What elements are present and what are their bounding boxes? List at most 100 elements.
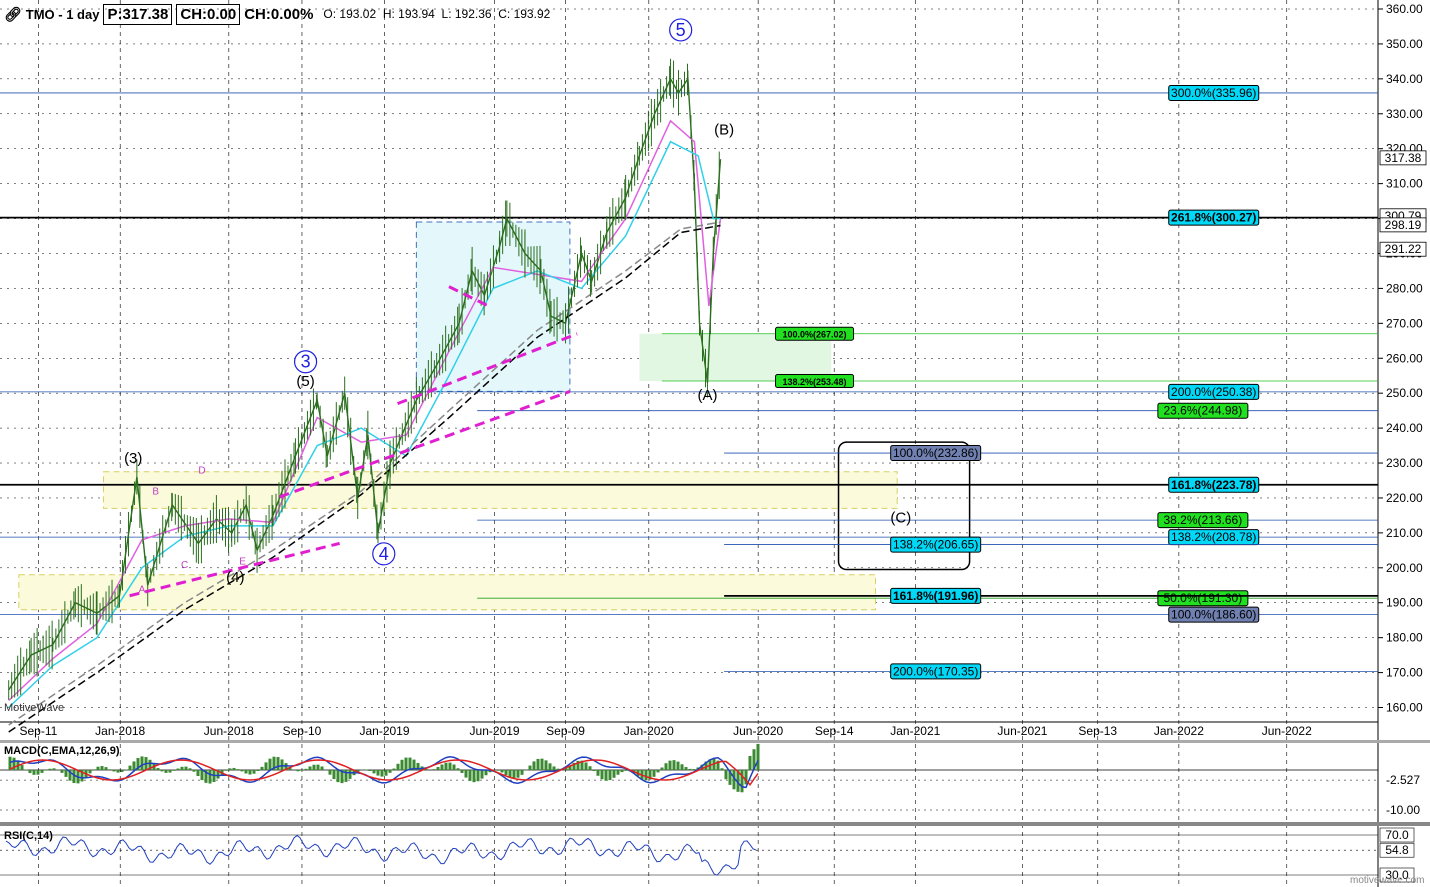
fib-level-label: 38.2%(213.66): [1164, 513, 1243, 527]
x-tick-label: Jun-2020: [733, 724, 783, 738]
symbol-title: TMO - 1 day: [25, 6, 100, 22]
fib-level-label: 138.2%(208.78): [1171, 530, 1256, 544]
fib-level-tag: [890, 663, 982, 680]
y-tick-label: 240.00: [1386, 421, 1423, 435]
wave-label: 5: [676, 20, 686, 40]
y-tick-label: 200.00: [1386, 561, 1423, 575]
fib-level-label: 100.0%(186.60): [1171, 608, 1256, 622]
subwave-label: D: [198, 466, 205, 477]
chart-header: 🔗︎ TMO - 1 day P:317.38 CH:0.00 CH:0.00%…: [4, 2, 550, 26]
y-tick-label: 350.00: [1386, 37, 1423, 51]
panel-divider: [0, 740, 1430, 743]
x-tick-label: Jan-2021: [890, 724, 940, 738]
fib-level-label: 50.0%(191.30): [1164, 591, 1243, 605]
rsi-tick-box: [1379, 827, 1415, 843]
close-value: C: 193.92: [498, 7, 551, 21]
fib-level-label: 100.0%(267.02): [783, 330, 847, 340]
trendline: [278, 390, 571, 499]
fib-level-label: 200.0%(170.35): [893, 664, 978, 678]
macd-signal-line: [9, 759, 759, 787]
fib-level-tag: [775, 326, 855, 341]
subwave-label: C: [181, 560, 188, 571]
fib-level-tag: [1157, 402, 1249, 419]
fib-level-tag: [890, 536, 982, 553]
high-value: H: 193.94: [382, 7, 435, 21]
y-tick-label: 210.00: [1386, 526, 1423, 540]
wave-circle: [669, 18, 693, 42]
fib-level-tag: [1168, 383, 1260, 400]
fib-level-label: 100.0%(232.86): [893, 446, 978, 460]
wave-label: (3): [124, 450, 142, 467]
fib-zone: [639, 333, 832, 382]
x-tick-label: Jun-2018: [204, 724, 254, 738]
fib-level-tag: [1168, 209, 1260, 226]
y-tick-label: 160.00: [1386, 701, 1423, 715]
fib-level-label: 161.8%(223.78): [1171, 478, 1256, 492]
fib-level-label: 138.2%(253.48): [783, 377, 847, 387]
ohlc-readout: O: 193.02 H: 193.94 L: 192.36 C: 193.92: [323, 7, 550, 21]
rsi-title: RSI(C,14): [4, 830, 53, 842]
y-tick-label: 270.00: [1386, 316, 1423, 330]
fib-level-label: 138.2%(206.65): [893, 538, 978, 552]
x-tick-label: Jun-2019: [470, 724, 520, 738]
macd-tick-label: -2.527: [1386, 773, 1420, 787]
fib-level-label: 200.0%(250.38): [1171, 385, 1256, 399]
macd-line: [9, 756, 759, 789]
fib-level-label: 300.0%(335.96): [1171, 86, 1256, 100]
macd-tick-label: -10.00: [1386, 803, 1420, 817]
rsi-tick-label: 70.0: [1385, 828, 1409, 842]
x-tick-label: Sep-09: [546, 724, 585, 738]
x-tick-label: Sep-14: [815, 724, 854, 738]
footer-watermark: motivewave.com: [1350, 875, 1425, 886]
subwave-label: B: [152, 486, 159, 497]
x-tick-label: Jun-2022: [1262, 724, 1312, 738]
y-tick-label: 170.00: [1386, 666, 1423, 680]
rsi-tick-label: 30.0: [1385, 868, 1409, 882]
price-marker-label: 298.19: [1385, 218, 1422, 232]
wave-label: (C): [890, 509, 911, 526]
x-tick-label: Sep-10: [283, 724, 322, 738]
x-tick-label: Sep-11: [19, 724, 57, 738]
price-marker-label: 291.22: [1385, 242, 1422, 256]
trendline: [129, 541, 340, 598]
link-icon[interactable]: 🔗︎: [4, 5, 22, 22]
fib-level-tag: [1157, 512, 1249, 529]
trendline: [448, 285, 493, 309]
y-tick-label: 250.00: [1386, 386, 1423, 400]
fib-level-tag: [1157, 590, 1249, 607]
price-marker: [1379, 217, 1427, 233]
rsi-line: [5, 834, 757, 876]
x-tick-label: Jan-2022: [1154, 724, 1204, 738]
fib-level-label: 161.8%(191.96): [893, 589, 978, 603]
y-tick-label: 310.00: [1386, 177, 1423, 191]
fib-level-tag: [1168, 476, 1260, 493]
wave-circle: [293, 350, 318, 374]
y-tick-label: 180.00: [1386, 631, 1423, 645]
wave-circle: [372, 542, 396, 566]
x-tick-label: Jan-2019: [359, 724, 409, 738]
wave-label: 3: [301, 352, 311, 372]
wave-label: (5): [296, 373, 314, 390]
fib-level-label: 261.8%(300.27): [1171, 211, 1256, 225]
fib-zone: [18, 574, 876, 611]
y-tick-label: 280.00: [1386, 281, 1423, 295]
watermark: MotiveWave: [4, 702, 65, 714]
y-tick-label: 330.00: [1386, 107, 1423, 121]
series-long-ma: [8, 224, 721, 733]
x-tick-label: Jun-2021: [997, 724, 1047, 738]
fib-level-tag: [1168, 606, 1260, 623]
price-box: P:317.38: [103, 3, 173, 25]
wave-label: (4): [226, 569, 244, 586]
fib-level-tag: [890, 445, 982, 462]
y-tick-label: 230.00: [1386, 456, 1423, 470]
y-tick-label: 360.00: [1386, 2, 1423, 16]
y-tick-label: 340.00: [1386, 72, 1423, 86]
low-value: L: 192.36: [441, 7, 492, 21]
rsi-tick-box: [1379, 842, 1415, 858]
rsi-tick-box: [1379, 867, 1415, 883]
series-fast-ma: [8, 119, 722, 702]
wave-label: (A): [697, 387, 717, 404]
rsi-tick-label: 54.8: [1385, 843, 1409, 857]
